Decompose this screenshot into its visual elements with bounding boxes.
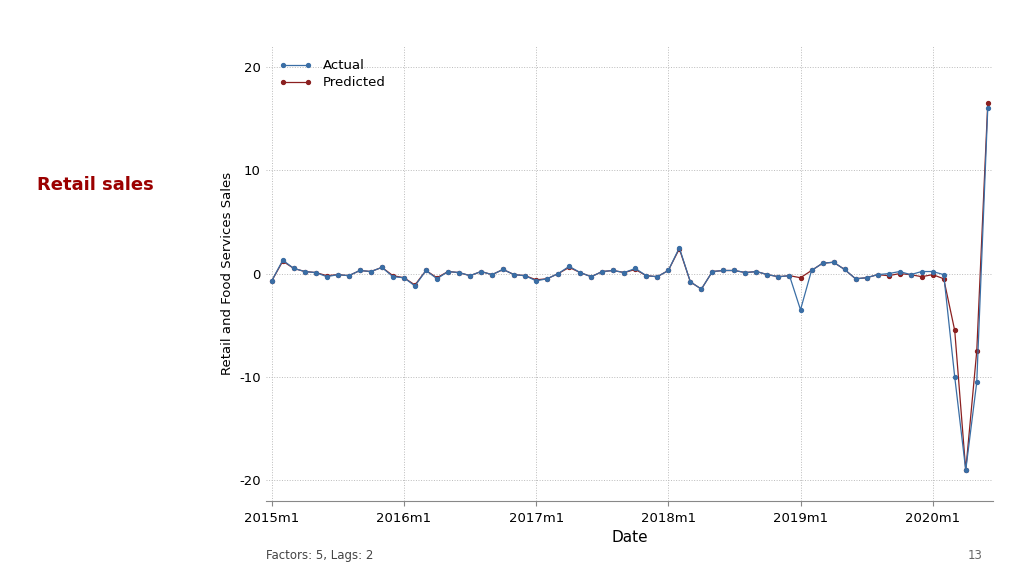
Predicted (574, 269, 587, 276)
Text: Retail sales: Retail sales (37, 176, 154, 194)
Predicted (442, 268, 455, 275)
Actual (959, 467, 972, 473)
Predicted (486, 271, 499, 278)
Actual (321, 273, 333, 280)
X-axis label: Date: Date (611, 530, 648, 545)
Predicted (959, 467, 972, 473)
Text: The post-vaccine recovery: Stability of monthly comovements?: The post-vaccine recovery: Stability of … (12, 12, 603, 31)
Text: Factors: 5, Lags: 2: Factors: 5, Lags: 2 (266, 548, 374, 562)
Predicted (265, 278, 278, 285)
Legend: Actual, Predicted: Actual, Predicted (272, 52, 392, 96)
Predicted (321, 272, 333, 279)
Actual (486, 271, 499, 278)
Y-axis label: Retail and Food Services Sales: Retail and Food Services Sales (220, 172, 233, 375)
Line: Actual: Actual (269, 106, 990, 472)
Line: Predicted: Predicted (269, 101, 990, 472)
Actual (927, 268, 939, 275)
Predicted (982, 100, 994, 107)
Actual (827, 259, 840, 266)
Predicted (827, 259, 840, 266)
Actual (574, 269, 587, 276)
Predicted (927, 271, 939, 278)
Actual (265, 278, 278, 285)
Text: 13: 13 (968, 548, 983, 562)
Actual (982, 105, 994, 112)
Actual (442, 268, 455, 275)
